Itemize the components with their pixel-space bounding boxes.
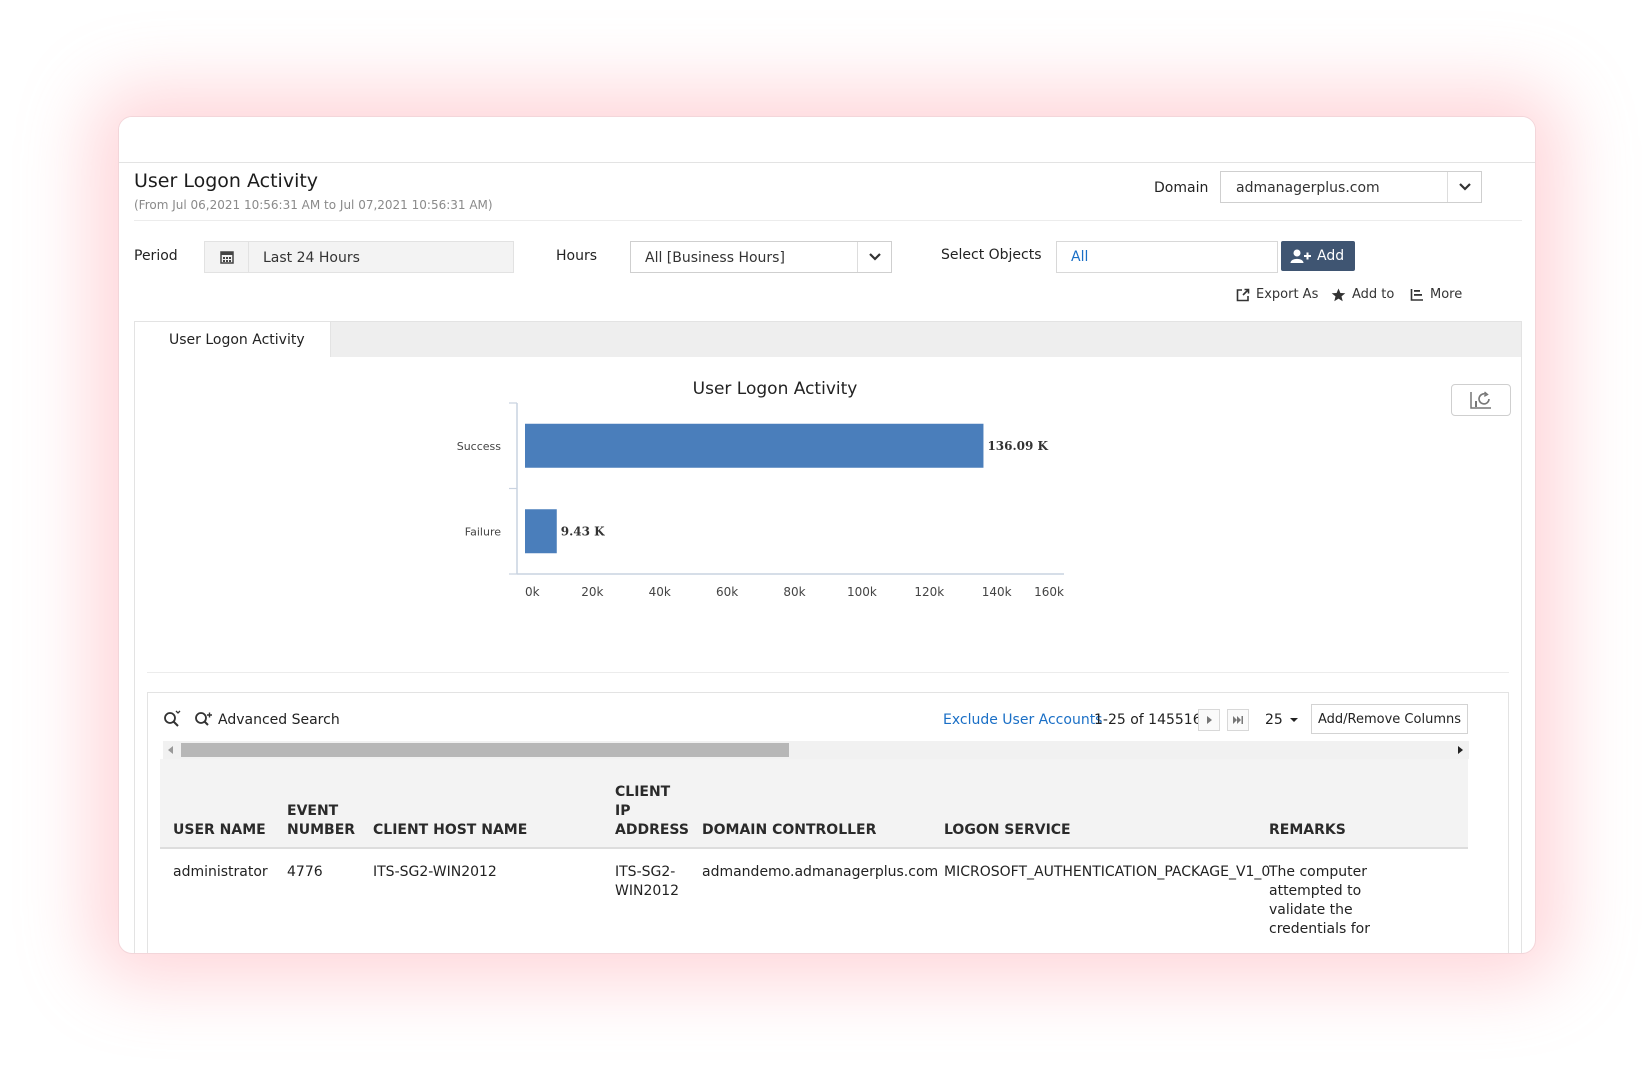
col-header-user-name[interactable]: USER NAME [173, 821, 266, 950]
header-text: DOMAIN CONTROLLER [702, 822, 877, 838]
chart-options-button[interactable] [1451, 384, 1511, 416]
add-to-button[interactable]: Add to [1331, 287, 1394, 302]
more-icon [1410, 289, 1423, 301]
scroll-left-arrow[interactable] [168, 746, 173, 754]
col-header-event-number[interactable]: EVENT NUMBER [287, 802, 355, 950]
report-card: User Logon Activity (From Jul 06,2021 10… [118, 116, 1536, 954]
card-top-bar [119, 117, 1535, 163]
col-header-domain-controller[interactable]: DOMAIN CONTROLLER [702, 821, 876, 950]
header-text: CLIENT [615, 784, 671, 800]
hours-select[interactable]: All [Business Hours] [630, 241, 892, 273]
per-page-value: 25 [1265, 712, 1283, 728]
select-objects-value: All [1071, 249, 1089, 265]
domain-select[interactable]: admanagerplus.com [1220, 171, 1482, 203]
cell-text: validate the [1269, 902, 1353, 918]
export-as-button[interactable]: Export As [1236, 287, 1318, 302]
add-objects-button[interactable]: Add [1281, 241, 1355, 271]
last-page-icon [1233, 716, 1243, 724]
header-text: REMARKS [1269, 822, 1346, 838]
header-text: NUMBER [287, 822, 356, 838]
period-select[interactable]: Last 24 Hours [204, 241, 514, 273]
cell-text: WIN2012 [615, 883, 680, 899]
report-tabs: User Logon Activity [134, 321, 1522, 359]
hours-label: Hours [556, 248, 598, 264]
cell-client-ip-address: ITS-SG2- WIN2012 [615, 863, 679, 901]
col-header-client-host-name[interactable]: CLIENT HOST NAME [373, 821, 527, 950]
cell-text: credentials for [1269, 921, 1370, 937]
export-icon [1236, 288, 1250, 301]
divider [134, 220, 1522, 221]
advanced-search-icon [194, 711, 214, 733]
add-to-label: Add to [1352, 287, 1395, 302]
divider [147, 672, 1509, 673]
cell-client-host-name: ITS-SG2-WIN2012 [373, 864, 497, 880]
report-grid: Advanced Search Exclude User Accounts 1-… [147, 692, 1509, 953]
horizontal-scrollbar[interactable] [163, 741, 1469, 759]
cell-user-name: administrator [173, 864, 268, 880]
per-page-select[interactable]: 25 [1265, 712, 1299, 728]
chart-title: User Logon Activity [692, 379, 858, 399]
calendar-icon[interactable] [205, 242, 249, 272]
header-text: CLIENT HOST NAME [373, 822, 528, 838]
header-text: IP [615, 803, 631, 819]
page-title: User Logon Activity [134, 170, 319, 192]
cell-text: The computer [1269, 864, 1368, 880]
header-text: USER NAME [173, 822, 266, 838]
header-text: LOGON SERVICE [944, 822, 1071, 838]
exclude-user-accounts-link[interactable]: Exclude User Accounts [943, 712, 1103, 728]
advanced-search-link[interactable]: Advanced Search [218, 712, 340, 728]
more-button[interactable]: More [1410, 287, 1462, 302]
cell-remarks: The computer attempted to validate the c… [1269, 863, 1370, 939]
scrollbar-thumb[interactable] [181, 743, 789, 757]
star-icon [1331, 288, 1346, 301]
cell-event-number: 4776 [287, 864, 323, 880]
cell-logon-service: MICROSOFT_AUTHENTICATION_PACKAGE_V1_0 [944, 864, 1271, 880]
hours-value: All [Business Hours] [645, 250, 785, 266]
header-text: ADDRESS [615, 822, 689, 838]
search-icon[interactable] [163, 710, 181, 732]
caret-down-icon [1290, 718, 1299, 722]
chevron-down-icon[interactable] [857, 242, 891, 272]
add-user-icon [1290, 249, 1311, 263]
chevron-down-icon[interactable] [1447, 172, 1481, 202]
col-header-client-ip-address[interactable]: CLIENT IP ADDRESS [615, 783, 689, 950]
cell-domain-controller: admandemo.admanagerplus.com [702, 864, 939, 880]
table-header [160, 759, 1468, 849]
tab-label: User Logon Activity [169, 332, 305, 348]
header-text: EVENT [287, 803, 339, 819]
grid-toolbar: Advanced Search Exclude User Accounts 1-… [148, 693, 1508, 743]
more-label: More [1430, 287, 1463, 302]
next-page-icon [1207, 716, 1212, 724]
domain-label: Domain [1154, 180, 1209, 196]
last-page-button[interactable] [1227, 709, 1249, 731]
page-subtitle: (From Jul 06,2021 10:56:31 AM to Jul 07,… [134, 198, 493, 212]
export-as-label: Export As [1256, 287, 1319, 302]
tab-user-logon-activity[interactable]: User Logon Activity [135, 322, 331, 359]
next-page-button[interactable] [1198, 709, 1220, 731]
cell-text: ITS-SG2- [615, 864, 676, 880]
col-header-remarks[interactable]: REMARKS [1269, 821, 1346, 950]
col-header-logon-service[interactable]: LOGON SERVICE [944, 821, 1071, 950]
period-label: Period [134, 248, 178, 264]
cell-text: attempted to [1269, 883, 1362, 899]
period-value: Last 24 Hours [263, 250, 360, 266]
scroll-right-arrow[interactable] [1458, 746, 1463, 754]
add-remove-columns-label: Add/Remove Columns [1318, 712, 1461, 727]
pagination-range: 1-25 of 145516 [1094, 712, 1202, 728]
chart-refresh-icon [1470, 391, 1491, 409]
select-objects-input[interactable]: All [1056, 241, 1278, 273]
add-remove-columns-button[interactable]: Add/Remove Columns [1311, 704, 1468, 734]
add-button-label: Add [1317, 248, 1345, 264]
select-objects-label: Select Objects [941, 247, 1042, 263]
domain-value: admanagerplus.com [1236, 180, 1380, 196]
